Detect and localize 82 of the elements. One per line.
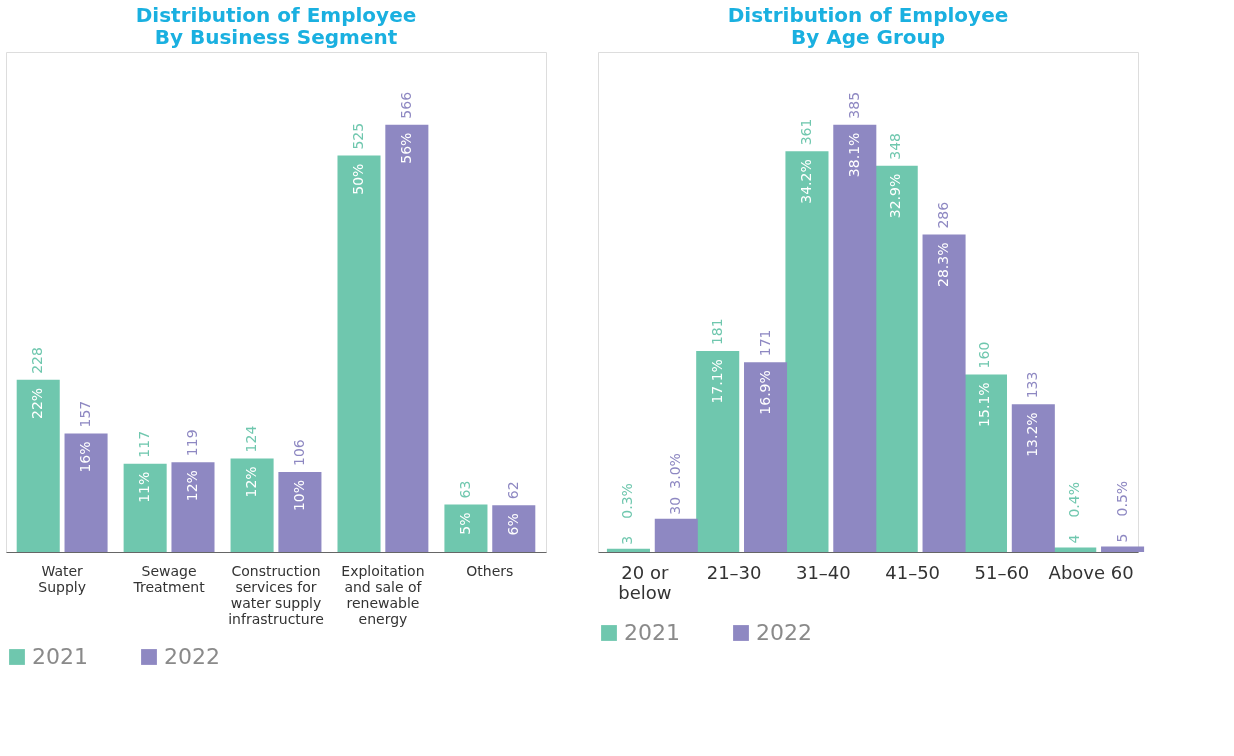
x-tick-label: Others <box>466 562 514 579</box>
data-label: 133 <box>1024 371 1041 399</box>
bar <box>444 504 488 552</box>
data-label: 385 <box>845 91 862 119</box>
annotation: 32.9% <box>887 173 904 219</box>
annotation: 3.0% <box>667 453 684 489</box>
data-label: 62 <box>504 481 521 500</box>
annotation: 11% <box>136 471 153 503</box>
x-tick-label: 20 or below <box>618 561 672 603</box>
annotation: 12% <box>183 470 200 502</box>
annotation: 12% <box>243 466 260 498</box>
annotation: 56% <box>397 132 414 164</box>
x-tick-label: Construction services for water supply infrastructure <box>228 562 324 627</box>
bar <box>1101 546 1145 552</box>
x-tick-label: 21–30 <box>706 561 762 583</box>
annotation: 5% <box>456 512 473 535</box>
data-label: 348 <box>887 132 904 160</box>
annotation: 15.1% <box>976 382 993 427</box>
legend-label: 2022 <box>164 644 220 669</box>
data-label: 5 <box>1113 533 1130 543</box>
bar <box>171 462 215 552</box>
x-tick-label: 51–60 <box>974 561 1030 583</box>
data-label: 124 <box>243 425 260 453</box>
bar <box>385 124 429 552</box>
annotation: 0.4% <box>1065 481 1082 518</box>
x-tick-label: Sewage Treatment <box>132 562 206 595</box>
chart-title: Distribution of Employee By Age Group <box>727 3 1009 49</box>
data-label: 286 <box>935 201 952 229</box>
bar <box>64 433 108 552</box>
x-tick-label: 31–40 <box>795 561 851 583</box>
bar <box>230 458 274 552</box>
chart-title: Distribution of Employee By Business Segment <box>135 3 417 49</box>
data-label: 106 <box>290 439 307 466</box>
bar <box>874 165 918 552</box>
bar <box>744 362 788 552</box>
data-label: 228 <box>29 347 46 374</box>
annotation: 50% <box>350 163 367 195</box>
annotation: 28.3% <box>935 242 952 288</box>
annotation: 38.1% <box>845 132 862 178</box>
data-label: 181 <box>708 318 725 346</box>
data-label: 4 <box>1065 534 1082 544</box>
annotation: 22% <box>29 387 46 419</box>
legend-label: 2021 <box>32 644 88 669</box>
legend-label: 2021 <box>624 620 680 645</box>
data-label: 117 <box>136 430 153 458</box>
data-label: 171 <box>756 329 773 357</box>
data-label: 119 <box>183 429 200 457</box>
data-label: 566 <box>397 91 414 119</box>
data-label: 63 <box>456 480 473 499</box>
bar <box>123 463 167 552</box>
data-label: 361 <box>797 118 814 146</box>
data-label: 30 <box>667 496 684 515</box>
bar <box>1011 404 1055 552</box>
annotation: 16.9% <box>756 370 773 415</box>
bar <box>922 234 966 552</box>
bar <box>654 518 698 552</box>
bar <box>278 471 322 552</box>
annotation: 10% <box>290 479 307 512</box>
x-tick-label: 41–50 <box>885 561 941 583</box>
bar <box>606 548 650 552</box>
bar <box>833 124 877 552</box>
annotation: 6% <box>504 513 521 536</box>
bar <box>492 505 536 552</box>
data-label: 525 <box>350 122 367 150</box>
legend-label: 2022 <box>756 620 812 645</box>
annotation: 34.2% <box>797 159 814 204</box>
x-tick-label: Water Supply <box>38 562 86 595</box>
bar <box>785 151 829 552</box>
annotation: 16% <box>77 441 94 473</box>
bar <box>337 155 381 552</box>
x-tick-label: Above 60 <box>1048 561 1134 583</box>
bar <box>696 351 740 552</box>
data-label: 3 <box>619 535 636 545</box>
x-tick-label: Exploitation and sale of renewable energy <box>341 562 425 627</box>
annotation: 0.5% <box>1113 480 1130 517</box>
annotation: 17.1% <box>708 359 725 404</box>
bar <box>16 379 60 552</box>
data-label: 160 <box>976 341 993 369</box>
bar <box>963 374 1007 552</box>
data-label: 157 <box>77 400 94 428</box>
annotation: 13.2% <box>1024 412 1041 457</box>
annotation: 0.3% <box>619 483 636 519</box>
